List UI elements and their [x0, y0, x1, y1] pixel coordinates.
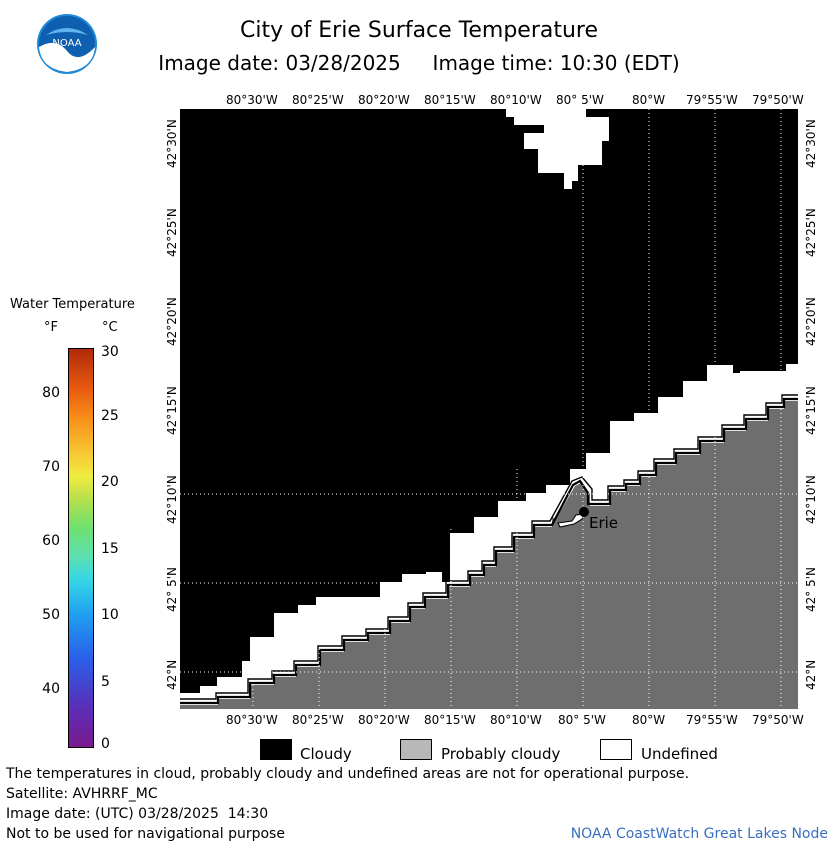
key-cloudy-label: Cloudy	[300, 745, 352, 763]
noaa-logo-icon: NOAA	[36, 13, 98, 75]
disclaimer-text: The temperatures in cloud, probably clou…	[6, 766, 690, 782]
coastline-outer	[180, 394, 798, 700]
key-probably-cloudy-label: Probably cloudy	[441, 745, 561, 763]
lon-label-bottom: 79°50'W	[752, 713, 804, 727]
lon-label-bottom: 80°25'W	[292, 713, 344, 727]
lat-label-left: 42°30'N	[165, 119, 179, 168]
temperature-colorbar	[68, 348, 94, 748]
lat-label-left: 42° 5'N	[165, 567, 179, 612]
key-cloudy-swatch	[260, 739, 292, 760]
lon-label-top: 80° 5'W	[556, 93, 604, 107]
legend-c-tick: 5	[101, 674, 110, 690]
lat-label-right: 42°N	[804, 659, 818, 690]
lon-label-bottom: 80°W	[632, 713, 666, 727]
lat-label-left: 42°20'N	[165, 297, 179, 346]
lon-label-bottom: 80°30'W	[226, 713, 278, 727]
legend-c-tick: 20	[101, 474, 119, 490]
lat-label-left: 42°10'N	[165, 475, 179, 524]
credit-text: NOAA CoastWatch Great Lakes Node	[570, 826, 828, 842]
legend-c-tick: 30	[101, 344, 119, 360]
satellite-text: Satellite: AVHRRF_MC	[6, 786, 158, 802]
navigation-warning: Not to be used for navigational purpose	[6, 826, 285, 842]
lon-label-top: 80°15'W	[424, 93, 476, 107]
legend-f-tick: 50	[42, 607, 60, 623]
logo-text: NOAA	[52, 38, 81, 49]
legend-c-tick: 25	[101, 408, 119, 424]
graticule	[180, 109, 798, 709]
surface-temperature-map: Erie	[180, 109, 798, 709]
lon-label-top: 80°30'W	[226, 93, 278, 107]
legend-f-tick: 60	[42, 533, 60, 549]
lat-label-right: 42°10'N	[804, 475, 818, 524]
key-probably-cloudy-swatch	[400, 739, 432, 760]
lat-label-left: 42°N	[165, 659, 179, 690]
coastline	[180, 397, 798, 705]
legend-unit-f: °F	[44, 320, 58, 335]
lon-label-top: 80°25'W	[292, 93, 344, 107]
legend-c-tick: 15	[101, 541, 119, 557]
utc-date-text: Image date: (UTC) 03/28/2025 14:30	[6, 806, 269, 822]
lon-label-bottom: 80°20'W	[358, 713, 410, 727]
lat-label-left: 42°25'N	[165, 208, 179, 257]
probably-cloudy-area	[180, 401, 798, 709]
lat-label-left: 42°15'N	[165, 386, 179, 435]
page-title: City of Erie Surface Temperature	[239, 18, 599, 43]
lon-label-top: 79°50'W	[752, 93, 804, 107]
key-undefined-swatch	[600, 739, 632, 760]
image-date-time: Image date: 03/28/2025 Image time: 10:30…	[158, 51, 680, 75]
key-undefined-label: Undefined	[641, 745, 718, 763]
legend-title: Water Temperature	[10, 297, 135, 312]
lat-label-right: 42°30'N	[804, 119, 818, 168]
legend-f-tick: 70	[42, 459, 60, 475]
lon-label-top: 80°10'W	[490, 93, 542, 107]
lat-label-right: 42°20'N	[804, 297, 818, 346]
lon-label-top: 80°20'W	[358, 93, 410, 107]
lat-label-right: 42°25'N	[804, 208, 818, 257]
lon-label-bottom: 80°15'W	[424, 713, 476, 727]
lat-label-right: 42° 5'N	[804, 567, 818, 612]
lat-label-right: 42°15'N	[804, 386, 818, 435]
legend-c-tick: 10	[101, 607, 119, 623]
legend-c-tick: 0	[101, 736, 110, 752]
lon-label-bottom: 79°55'W	[686, 713, 738, 727]
lon-label-top: 79°55'W	[686, 93, 738, 107]
legend-unit-c: °C	[102, 320, 118, 335]
legend-f-tick: 80	[42, 385, 60, 401]
lon-label-bottom: 80° 5'W	[558, 713, 606, 727]
lon-label-top: 80°W	[632, 93, 666, 107]
legend-f-tick: 40	[42, 681, 60, 697]
lon-label-bottom: 80°10'W	[490, 713, 542, 727]
erie-city-label: Erie	[589, 514, 618, 532]
erie-city-marker	[579, 507, 589, 517]
